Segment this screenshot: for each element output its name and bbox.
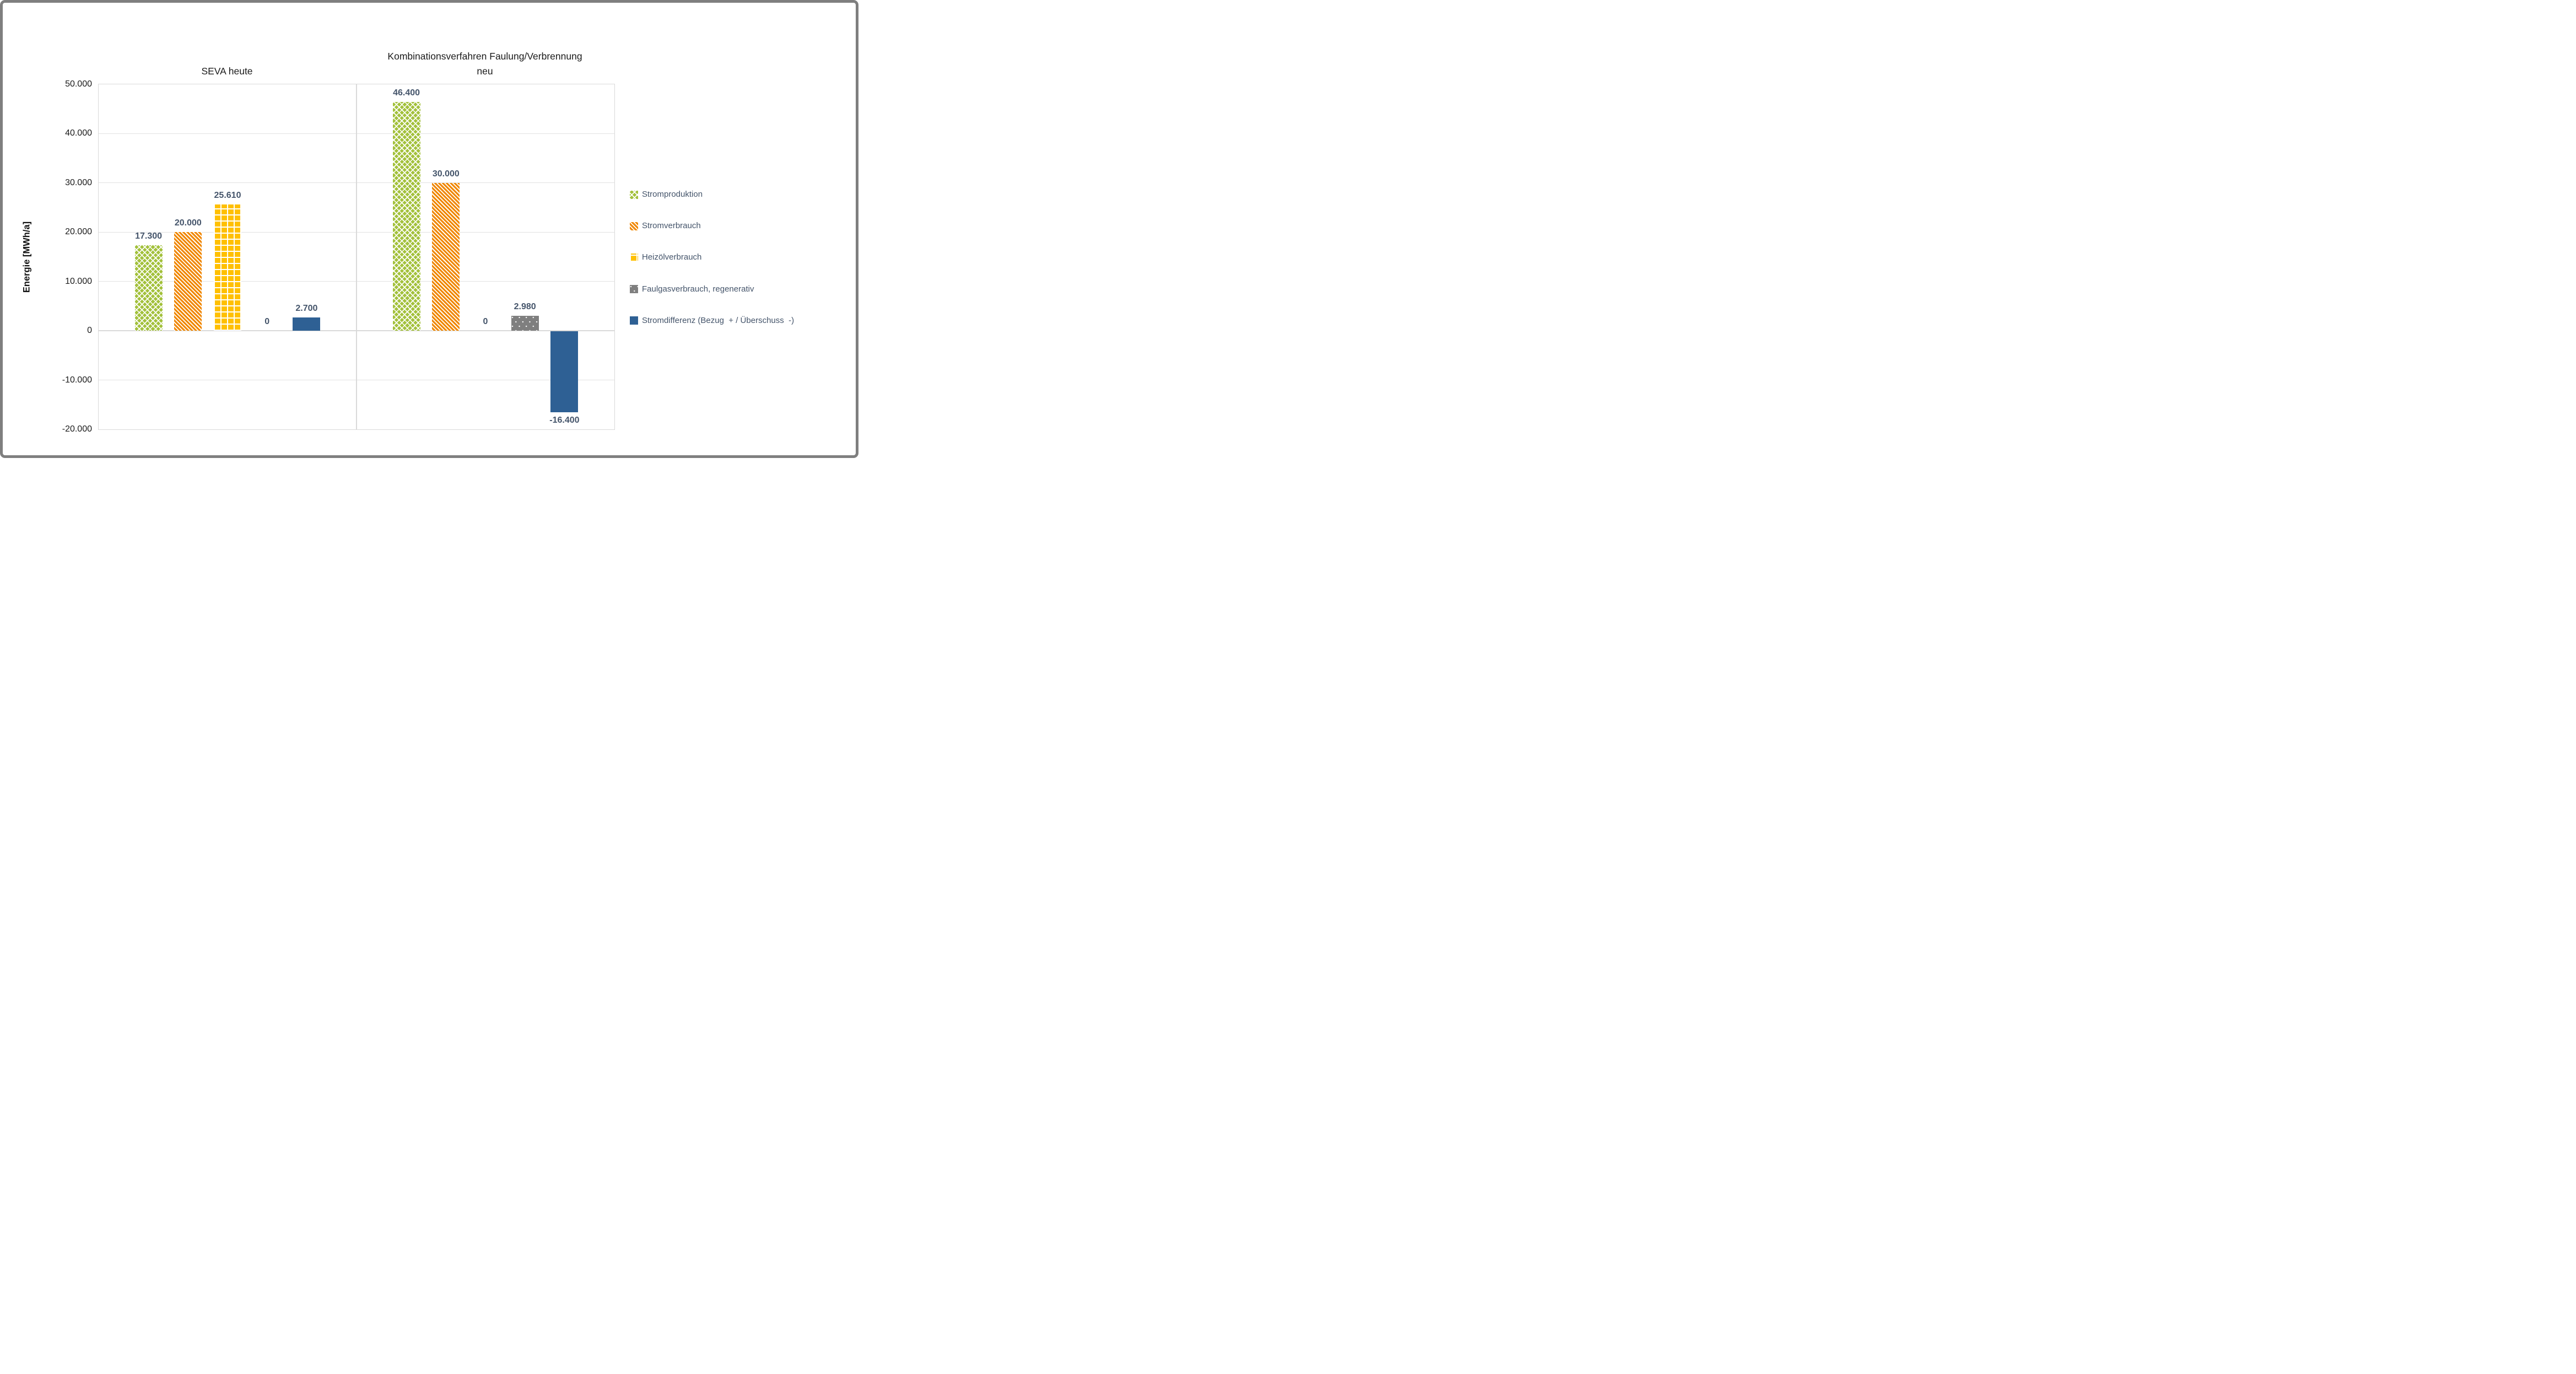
legend-item-3: Heizölverbrauch [630,252,701,263]
category-title-1: SEVA heute [201,66,253,77]
chart-canvas: Energie [MWh/a] SEVA heute Kombinationsve… [3,3,856,455]
bar-label-25.610: 25.610 [214,191,241,201]
bar-label-2.700: 2.700 [295,303,318,313]
y-tick-10.000: 10.000 [65,276,92,286]
legend-label: Heizölverbrauch [642,252,702,262]
bar-stromproduktion-cat1 [134,245,163,331]
legend-swatch-icon [630,285,638,294]
bar-label-20.000: 20.000 [174,218,202,228]
bar-label-0: 0 [483,317,488,327]
legend-swatch-icon [630,316,638,325]
legend-swatch-icon [630,222,638,230]
plot-area: 17.300 46.400 20.000 30.000 25.610 0 0 2.980 2.7… [98,84,615,430]
legend-label: Stromproduktion [642,190,703,199]
y-tick-20.000: 20.000 [65,227,92,237]
bar-label-46.400: 46.400 [393,88,420,98]
legend-item-4: Faulgasverbrauch, regenerativ [630,284,754,295]
legend-swatch-icon [630,253,638,262]
bar-stromverbrauch-cat2 [432,182,460,331]
bar-label-2.980: 2.980 [514,302,536,312]
legend-item-2: Stromverbrauch [630,220,701,231]
legend-item-5: Stromdifferenz (Bezug + / Überschuss -) [630,315,794,326]
bar-label-17.300: 17.300 [135,231,163,241]
legend-label: Faulgasverbrauch, regenerativ [642,284,754,294]
bar-label--16.400: -16.400 [549,415,580,425]
bar-label-30.000: 30.000 [432,169,460,179]
y-tick--10.000: -10.000 [62,375,92,385]
legend-item-1: Stromproduktion [630,189,703,200]
chart-frame: Energie [MWh/a] SEVA heute Kombinationsve… [0,0,858,458]
legend-label: Stromdifferenz (Bezug + / Überschuss -) [642,315,795,325]
y-tick-0: 0 [87,326,92,336]
bar-heizlverbrauch-cat1 [214,204,241,331]
y-axis-title: Energie [MWh/a] [21,221,32,293]
y-tick-50.000: 50.000 [65,79,92,89]
y-tick--20.000: -20.000 [62,424,92,434]
bar-stromdifferenz-cat1 [293,317,321,331]
bar-label-0: 0 [264,317,270,327]
bar-faulgasverbrauch-cat2 [511,316,539,331]
legend-swatch-icon [630,190,638,199]
legend-label: Stromverbrauch [642,221,701,231]
bar-stromproduktion-cat2 [392,102,420,331]
category-divider [356,84,357,429]
category-title-2: Kombinationsverfahren Faulung/Verbrennun… [387,51,582,77]
bar-stromverbrauch-cat1 [174,232,202,331]
y-tick-40.000: 40.000 [65,128,92,138]
bar-stromdifferenz-cat2 [550,331,579,412]
y-tick-30.000: 30.000 [65,177,92,187]
